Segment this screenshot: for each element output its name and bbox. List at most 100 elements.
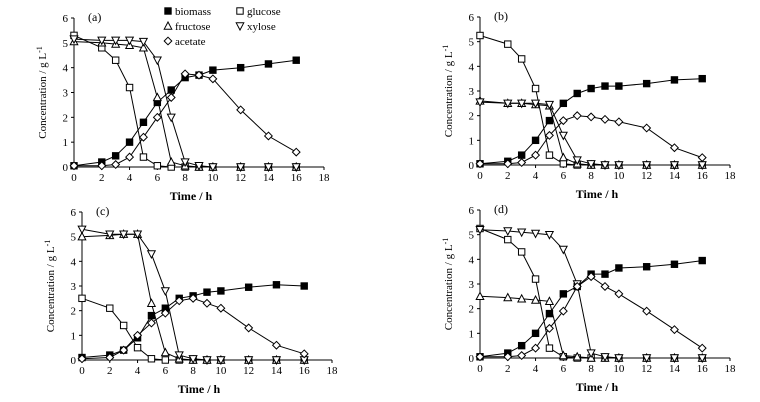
panel-b-x-tick-label: 10 xyxy=(613,170,625,182)
panel-a-fructose-line xyxy=(73,41,297,168)
panel-d-glucose-point xyxy=(545,344,554,352)
panel-a-xylose-point xyxy=(180,158,190,168)
panel-d-x-tick-label: 4 xyxy=(533,363,539,375)
panel-a-acetate-point xyxy=(291,147,301,157)
panel-d-acetate-point xyxy=(517,351,527,361)
panel-c-acetate-point xyxy=(188,293,198,303)
panel-b-biomass-point xyxy=(615,82,623,90)
panel-c-xylose-point xyxy=(271,356,282,366)
panel-a-fructose-point xyxy=(138,42,149,52)
panel-a-x-tick-label: 6 xyxy=(155,172,161,184)
panel-c-biomass-point xyxy=(300,282,308,290)
panel-c-xylose-point xyxy=(174,351,184,361)
legend-acetate-label: acetate xyxy=(175,36,206,48)
panel-b-y-tick-label: 6 xyxy=(469,12,475,24)
legend-xylose-label: xylose xyxy=(247,21,276,33)
panel-c-xylose-point xyxy=(202,356,212,366)
panel-d-fructose-point xyxy=(572,351,582,361)
panel-b-biomass-point xyxy=(545,116,554,125)
panel-d-y-tick-label: 6 xyxy=(469,205,475,217)
panel-c-acetate-point xyxy=(160,308,170,318)
panel-c-label: (c) xyxy=(96,204,109,218)
panel-b-glucose-point xyxy=(476,31,484,40)
panel-a-xylose-point xyxy=(152,56,162,66)
legend-xylose-marker xyxy=(235,22,245,32)
panel-d-y-axis-title: Concentration / g L-1 xyxy=(441,238,455,331)
panel-c-y-tick-label: 4 xyxy=(71,256,77,268)
panel-c-glucose-point xyxy=(161,356,170,364)
panel-d-xylose-point xyxy=(517,228,527,238)
panel-d-y-tick-label: 4 xyxy=(469,254,475,266)
legend-biomass-label: biomass xyxy=(175,6,211,18)
panel-c-acetate-point xyxy=(146,318,156,328)
panel-b-acetate-point xyxy=(586,112,596,122)
panel-b-xylose-point xyxy=(475,98,485,108)
panel-d-x-axis-title: Time / h xyxy=(576,380,619,394)
panel-d-acetate-point xyxy=(558,306,568,316)
panel-d-acetate-point xyxy=(586,272,596,282)
panel-b-glucose-point xyxy=(504,40,512,48)
panel-b-acetate-point xyxy=(558,116,568,126)
panel-d-x-tick-label: 10 xyxy=(613,363,625,375)
legend-glucose-label: glucose xyxy=(247,6,281,18)
panel-b-biomass-point xyxy=(698,74,706,83)
panel-d-x-tick-label: 0 xyxy=(477,363,483,375)
panel-b-xylose-point xyxy=(669,161,680,171)
panel-b-glucose-point xyxy=(531,84,540,93)
panel-c-glucose-point xyxy=(78,294,86,303)
panel-c-xylose-point xyxy=(119,230,129,240)
panel-b-acetate-point xyxy=(614,117,624,127)
panel-d-x-tick-label: 8 xyxy=(588,363,594,375)
panel-b-acetate-point xyxy=(475,159,485,169)
panel-c-y-tick-label: 3 xyxy=(71,281,77,293)
legend-glucose-marker xyxy=(236,7,244,15)
panel-b-glucose-line xyxy=(479,35,703,166)
panel-a-glucose-point xyxy=(139,153,148,161)
panel-a-biomass-point xyxy=(292,56,300,64)
panel-b-biomass-point xyxy=(559,99,568,108)
panel-b-y-tick-label: 3 xyxy=(469,86,475,98)
panel-d-y-tick-label: 3 xyxy=(469,279,475,291)
panel-b-xylose-point xyxy=(586,160,596,169)
panel-b-biomass-point xyxy=(587,84,595,93)
panel-c-y-tick-label: 5 xyxy=(71,232,77,244)
panel-b-glucose-point xyxy=(559,160,568,168)
panel-c-x-tick-label: 10 xyxy=(215,365,227,377)
panel-a-acetate-line xyxy=(74,73,297,167)
panel-c-y-tick-label: 2 xyxy=(71,306,77,318)
panel-a-xylose-point xyxy=(69,35,79,45)
panel-a-biomass-point xyxy=(264,60,273,68)
panel-d-xylose-point xyxy=(669,354,680,364)
panel-d-biomass-point xyxy=(517,341,526,350)
panel-b-y-tick-label: 5 xyxy=(469,37,475,49)
panel-b-fructose-line xyxy=(479,100,703,166)
panel-b-biomass-point xyxy=(573,89,581,98)
panel-a-x-tick-label: 10 xyxy=(207,172,219,184)
panel-a-acetate-point xyxy=(208,74,218,84)
panel-c-fructose-point xyxy=(77,231,87,241)
panel-a-biomass-point xyxy=(236,63,245,72)
panel-c-glucose-point xyxy=(119,321,128,330)
panel-d-xylose-line xyxy=(479,229,703,359)
panel-b-x-tick-label: 16 xyxy=(697,170,709,182)
panel-a-xylose-point xyxy=(263,163,274,173)
panel-a-acetate-point xyxy=(152,112,162,122)
panel-b-biomass-point xyxy=(642,79,651,88)
panel-a-x-tick-label: 8 xyxy=(182,172,188,184)
panel-d-acetate-point xyxy=(669,325,679,335)
panel-c-glucose-line xyxy=(81,297,305,361)
panel-c-x-tick-label: 2 xyxy=(107,365,113,377)
panel-a-fructose-point xyxy=(166,156,176,166)
panel-b-x-tick-label: 2 xyxy=(505,170,511,182)
panel-c-xylose-point xyxy=(244,356,254,366)
panel-b-xylose-point xyxy=(558,131,568,141)
panel-d-x-tick-label: 6 xyxy=(561,363,567,375)
panel-d-xylose-point xyxy=(530,229,541,239)
panel-c-x-tick-label: 0 xyxy=(79,365,85,377)
panel-a-y-tick-label: 0 xyxy=(63,162,69,174)
panel-d-y-tick-label: 2 xyxy=(469,304,475,316)
panel-a-fructose-point xyxy=(152,92,162,102)
panel-a-acetate-point xyxy=(194,70,204,80)
panel-c-x-tick-label: 6 xyxy=(163,365,169,377)
